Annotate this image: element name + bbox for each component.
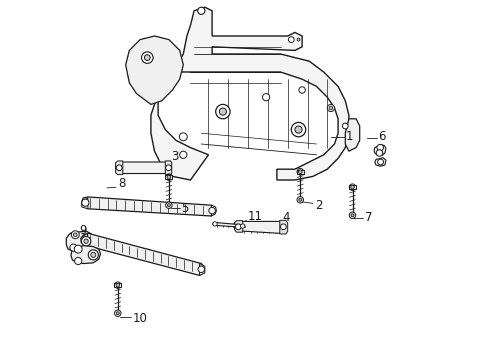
Polygon shape [345, 119, 359, 151]
Polygon shape [81, 233, 204, 275]
Polygon shape [348, 185, 355, 189]
Text: 10: 10 [133, 312, 147, 325]
Text: 9: 9 [80, 224, 87, 237]
Polygon shape [234, 221, 242, 232]
Polygon shape [374, 158, 385, 166]
Circle shape [198, 266, 204, 273]
Text: 4: 4 [282, 211, 289, 224]
Text: 8: 8 [118, 177, 125, 190]
Polygon shape [279, 220, 287, 234]
Circle shape [116, 165, 122, 171]
Circle shape [75, 257, 81, 265]
Polygon shape [199, 264, 204, 275]
Circle shape [81, 237, 91, 246]
Circle shape [165, 202, 172, 208]
Polygon shape [125, 36, 183, 104]
Circle shape [298, 170, 302, 174]
Polygon shape [165, 161, 171, 175]
Circle shape [296, 197, 303, 203]
Circle shape [296, 38, 299, 41]
Circle shape [280, 224, 285, 230]
Circle shape [350, 214, 353, 217]
Circle shape [326, 104, 334, 112]
Circle shape [71, 231, 79, 239]
Circle shape [74, 245, 82, 253]
Polygon shape [151, 7, 348, 180]
Polygon shape [81, 233, 87, 246]
Text: 1: 1 [345, 130, 352, 143]
Circle shape [288, 37, 294, 42]
Polygon shape [296, 170, 303, 174]
Circle shape [81, 199, 89, 206]
Circle shape [165, 165, 171, 171]
Circle shape [141, 52, 153, 63]
Polygon shape [115, 161, 122, 175]
Circle shape [114, 310, 121, 316]
Polygon shape [212, 222, 244, 228]
Circle shape [212, 222, 217, 226]
Circle shape [298, 87, 305, 93]
Circle shape [91, 252, 96, 257]
Circle shape [167, 204, 170, 207]
Circle shape [215, 104, 230, 119]
Circle shape [377, 159, 383, 165]
Circle shape [348, 212, 355, 219]
Polygon shape [81, 197, 215, 216]
Polygon shape [71, 246, 101, 264]
Circle shape [328, 106, 332, 110]
Circle shape [179, 133, 187, 141]
Polygon shape [373, 145, 385, 156]
Circle shape [375, 150, 382, 156]
Polygon shape [165, 175, 172, 179]
Circle shape [294, 126, 302, 133]
Circle shape [167, 175, 170, 179]
Text: 11: 11 [247, 210, 263, 222]
Text: 5: 5 [181, 202, 188, 215]
Polygon shape [81, 198, 88, 209]
Polygon shape [236, 221, 285, 233]
Text: 3: 3 [170, 150, 178, 163]
Circle shape [298, 198, 301, 201]
Text: 7: 7 [365, 211, 372, 224]
Circle shape [376, 144, 383, 151]
Polygon shape [211, 205, 216, 216]
Circle shape [116, 312, 119, 315]
Circle shape [144, 55, 150, 60]
Circle shape [235, 224, 241, 230]
Polygon shape [66, 231, 93, 251]
Circle shape [88, 250, 98, 260]
Circle shape [197, 7, 204, 14]
Circle shape [179, 151, 186, 158]
Text: 6: 6 [378, 130, 385, 143]
Circle shape [262, 94, 269, 101]
Polygon shape [114, 283, 121, 287]
Circle shape [350, 185, 354, 189]
Circle shape [342, 123, 347, 129]
Circle shape [73, 233, 77, 237]
Circle shape [240, 224, 244, 228]
Circle shape [291, 122, 305, 137]
Circle shape [208, 207, 215, 214]
Polygon shape [118, 162, 169, 174]
Circle shape [219, 108, 226, 115]
Text: 2: 2 [314, 199, 322, 212]
Circle shape [84, 239, 88, 243]
Circle shape [116, 283, 120, 287]
Circle shape [70, 244, 77, 251]
